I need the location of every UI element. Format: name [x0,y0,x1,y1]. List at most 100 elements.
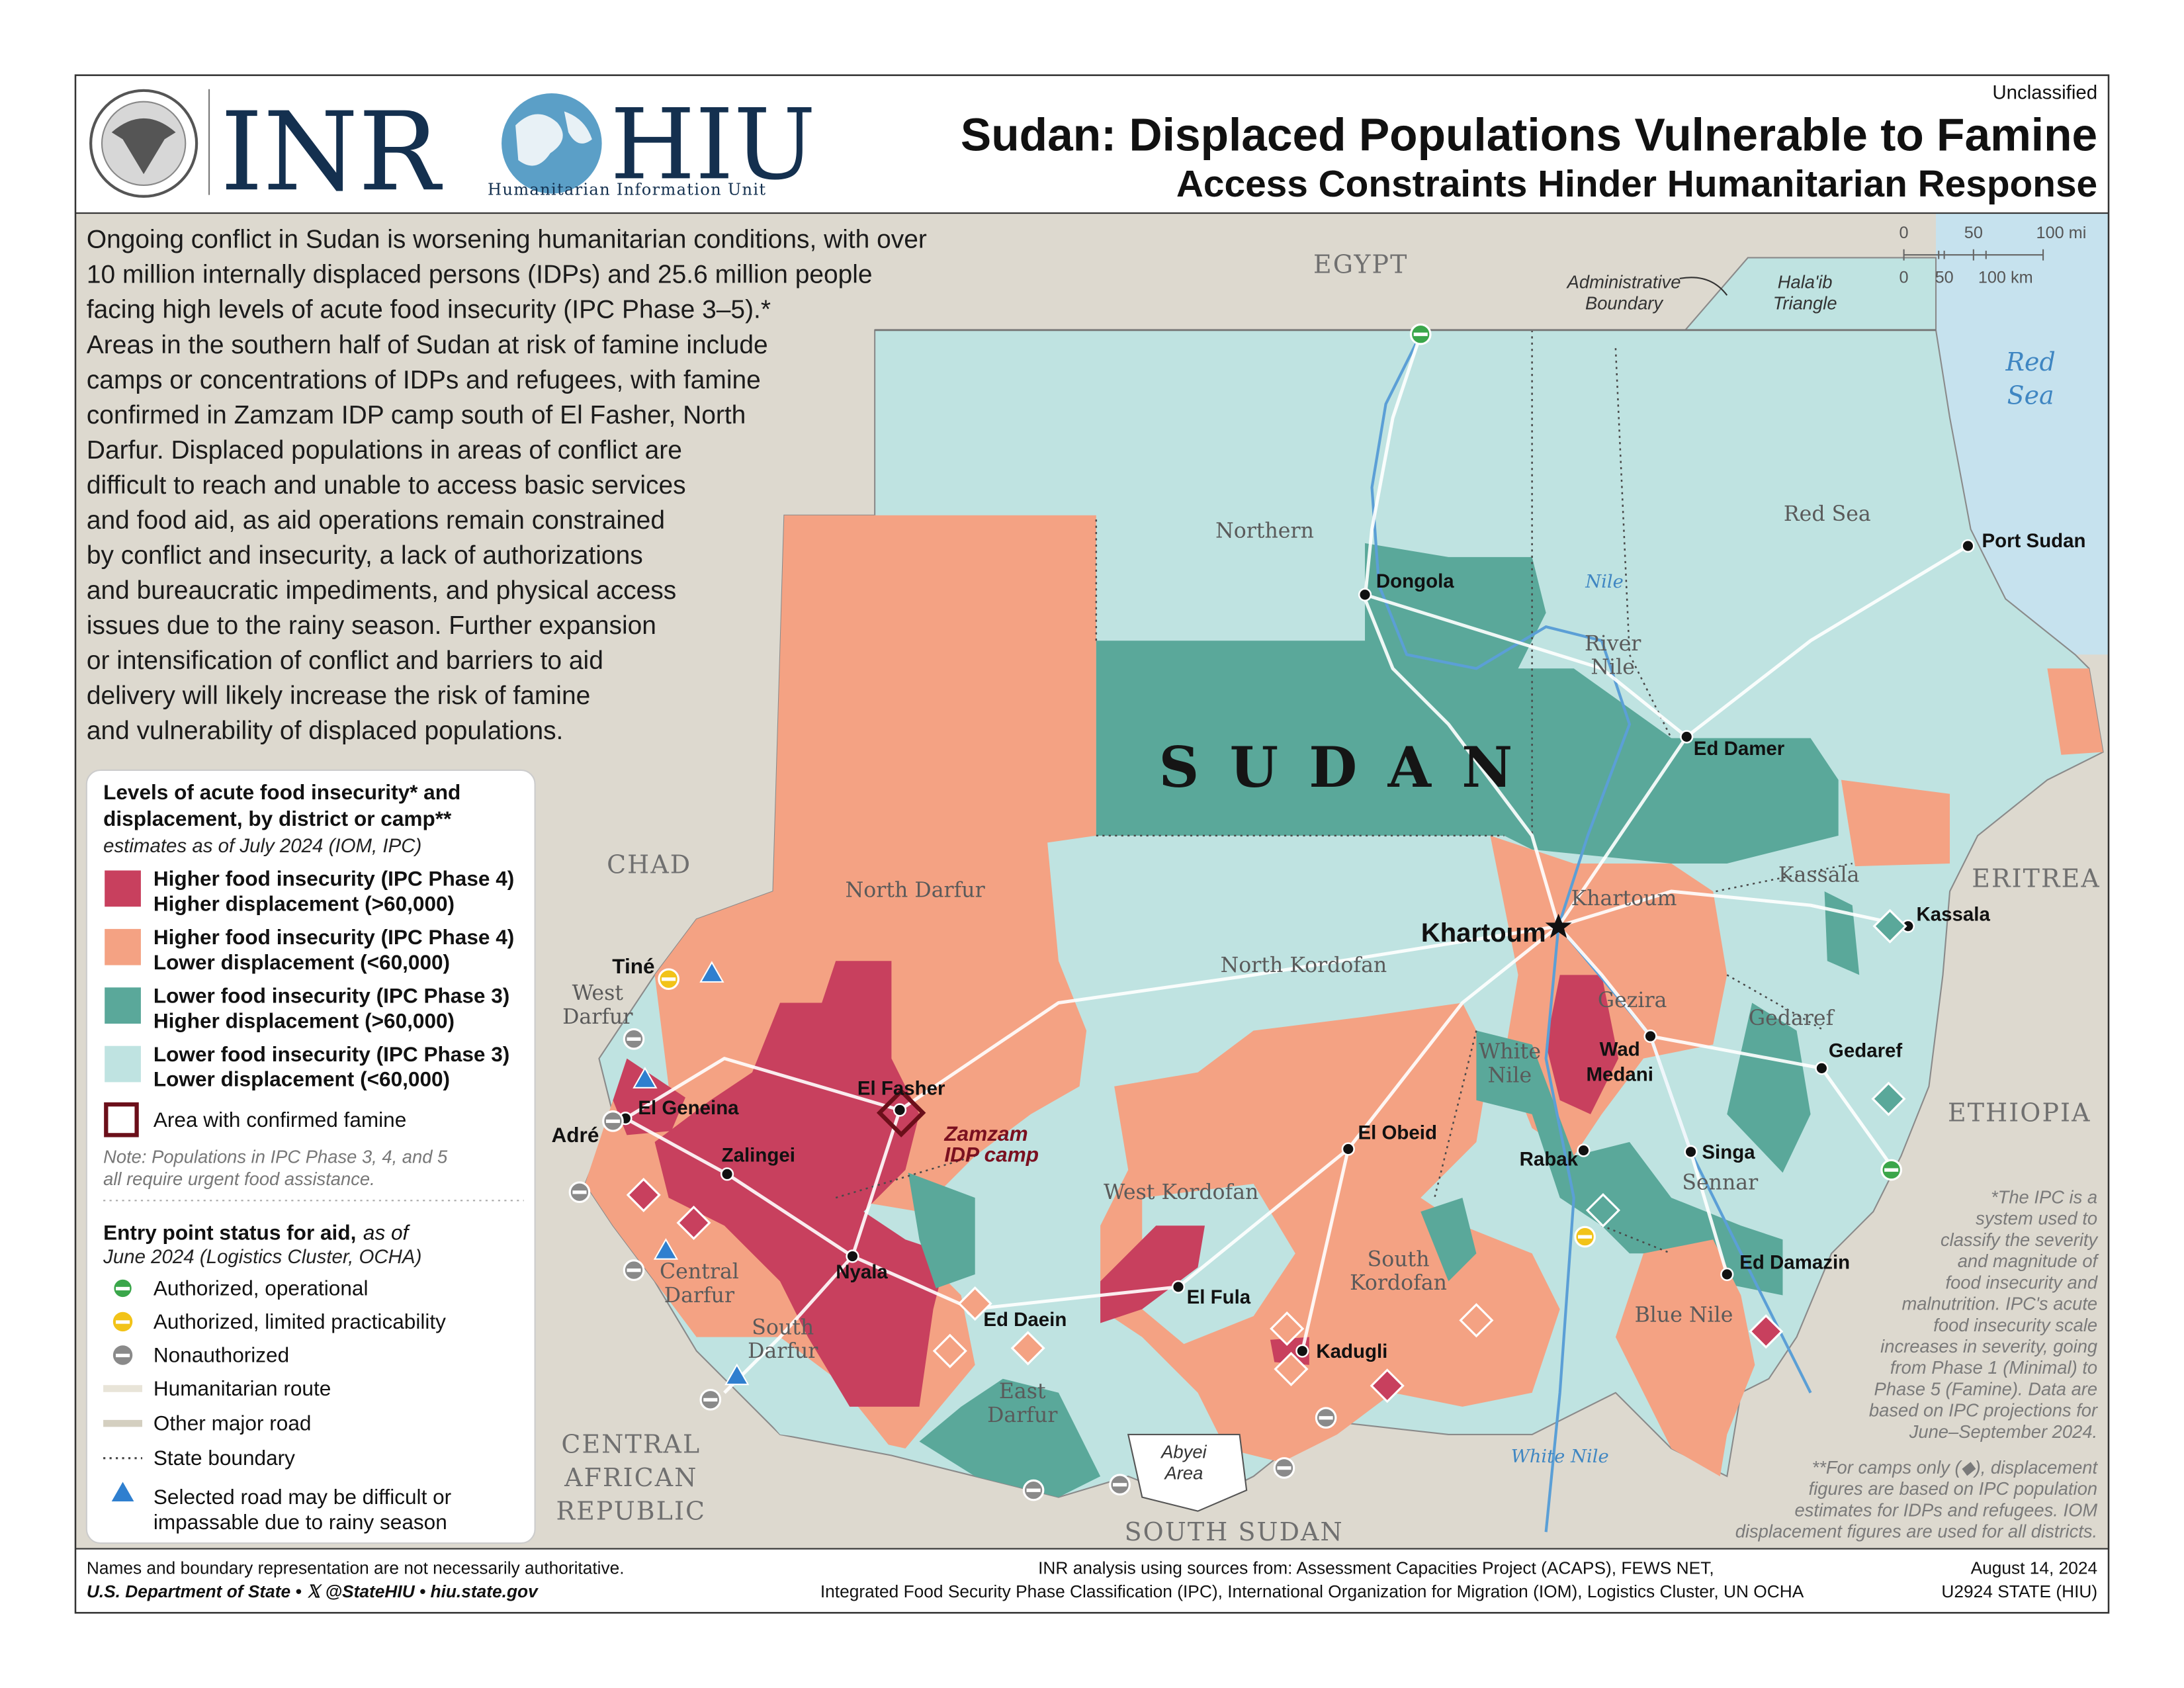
legend-category: Lower food insecurity (IPC Phase 3) [153,983,509,1007]
subtitle: Access Constraints Hinder Humanitarian R… [1176,163,2097,205]
legend-category: Lower food insecurity (IPC Phase 3) [153,1042,509,1066]
report-code: U2924 STATE (HIU) [1941,1581,2097,1601]
city-label: Kassala [1917,903,1991,925]
red-sea [1936,213,2109,655]
region-phase3-higher [919,1378,1101,1497]
region-phase4-lower [1841,779,1950,867]
state-label: Nile [1591,656,1635,680]
water-label: Red [2005,347,2056,377]
state-label: West Kordofan [1104,1180,1258,1204]
state-label: West [572,981,624,1005]
title: Sudan: Displaced Populations Vulnerable … [961,109,2097,160]
annotation: Area [1164,1462,1203,1483]
state-label: Gezira [1598,989,1667,1012]
city-label: Khartoum [1421,918,1546,948]
city-label: Nyala [836,1261,888,1283]
region-phase4-lower [1615,1239,1755,1477]
classification: Unclassified [1992,81,2097,103]
country-label: REPUBLIC [556,1496,706,1525]
country-label: CHAD [607,850,691,879]
legend-entry: State boundary [153,1446,295,1470]
city-label: El Geneina [638,1097,739,1119]
camp-diamond [1010,1331,1045,1366]
legend-symbol-bar [116,1320,130,1324]
entry-point-bar [627,1037,641,1041]
water-label: Sea [2007,380,2054,410]
city-label: Port Sudan [1982,530,2085,552]
legend-entry: Authorized, operational [153,1276,369,1300]
intro-line: delivery will likely increase the risk o… [87,682,590,710]
intro-line: 10 million internally displaced persons … [87,261,873,289]
city-dot [1961,539,1975,553]
footnote-ipc: malnutrition. IPC's acute [1901,1294,2097,1314]
region-phase4-higher [1100,1225,1205,1323]
legend-famine-swatch [104,1102,139,1137]
annotation: Triangle [1773,292,1837,313]
camp-diamond [626,1177,661,1212]
rainy-season-warning [633,1067,658,1088]
intro-line: facing high levels of acute food insecur… [87,296,771,324]
state-label: White [1479,1040,1541,1064]
city-dot [1643,1029,1657,1044]
city-label: Gedaref [1829,1040,1903,1062]
legend-category: Higher displacement (>60,000) [153,1008,455,1032]
intro-line: and bureaucratic impediments, and physic… [87,576,676,605]
footnote-ipc: increases in severity, going [1880,1336,2097,1356]
state-label: Central [660,1260,739,1284]
camp-diamond [1370,1368,1405,1403]
state-label: Nile [1488,1063,1532,1087]
globe-land [515,111,592,166]
entry-title-tail: as of [363,1220,411,1244]
state-boundary [835,330,1853,1255]
country-label: CENTRAL [561,1429,701,1458]
camp-diamond [1749,1314,1784,1349]
sources: INR analysis using sources from: Assessm… [1038,1558,1714,1577]
river-label: White Nile [1511,1446,1609,1467]
legend-category: Lower displacement (<60,000) [153,1067,450,1091]
annotation-arrow [1679,277,1728,296]
state-label: South [752,1315,814,1339]
legend-title: displacement, by district or camp** [103,807,452,830]
sources: Integrated Food Security Phase Classific… [820,1581,1804,1601]
legend-subtitle: estimates as of July 2024 (IOM, IPC) [103,835,421,857]
rainy-season-warning [699,961,724,983]
entry-subtitle: June 2024 (Logistics Cluster, OCHA) [103,1246,421,1268]
city-dot [1341,1142,1355,1156]
date: August 14, 2024 [1971,1558,2098,1577]
camp-diamond [932,1333,967,1368]
annotation: Zamzam [943,1122,1027,1145]
legend-symbol-bar [116,1286,130,1291]
state-label: Kordofan [1350,1271,1447,1295]
state-label: North Kordofan [1221,954,1387,977]
legend-entry: impassable due to rainy season [153,1510,447,1534]
state-label: North Darfur [846,878,986,902]
city-dot [720,1167,734,1181]
city-label: Ed Damer [1694,738,1785,760]
state-label: Northern [1215,519,1314,543]
intro-line: Areas in the southern half of Sudan at r… [87,331,768,359]
annotation: Hala'ib [1778,272,1833,292]
footnote-ipc: *The IPC is a [1991,1187,2097,1208]
entry-title-main: Entry point status for aid, [103,1220,356,1244]
state-label: Gedaref [1749,1006,1835,1030]
footnote-camps: figures are based on IPC population [1809,1478,2098,1499]
city-label: Zalingei [722,1144,795,1166]
river-label: Nile [1585,572,1624,592]
scale-bar [1903,249,2044,261]
city-dot [1171,1280,1186,1294]
annotation: Boundary [1585,292,1664,313]
state-label: Darfur [562,1005,633,1029]
footnote-ipc: system used to [1976,1208,2097,1229]
footnote-camps: **For camps only (◆), displacement [1812,1457,2099,1478]
legend-category: Higher food insecurity (IPC Phase 4) [153,925,514,949]
country-label: AFRICAN [564,1463,697,1492]
city-label: Adré [551,1123,599,1147]
city-dot [1295,1344,1309,1358]
state-label: Sennar [1682,1171,1759,1194]
state-label: Blue Nile [1635,1303,1733,1327]
state-label: River [1585,632,1641,656]
legend-famine: Area with confirmed famine [153,1108,406,1132]
intro-line: Ongoing conflict in Sudan is worsening h… [87,226,927,254]
entry-point-bar [627,1268,641,1272]
footnote-ipc: Phase 5 (Famine). Data are [1874,1378,2098,1399]
